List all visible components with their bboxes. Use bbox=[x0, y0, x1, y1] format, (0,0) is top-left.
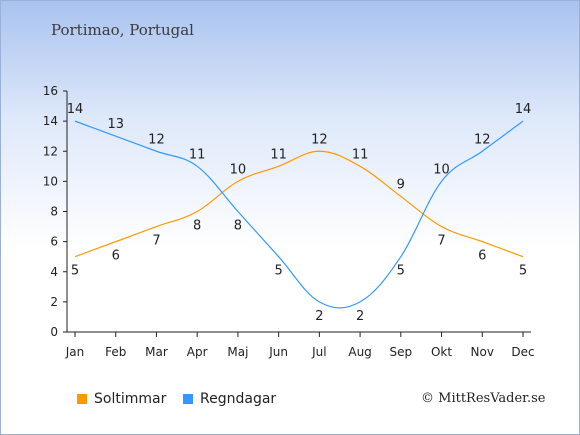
data-label-soltimmar: 7 bbox=[437, 234, 445, 249]
chart-title: Portimao, Portugal bbox=[51, 21, 194, 39]
x-tick-label: Mar bbox=[145, 345, 168, 359]
x-tick-label: Jan bbox=[65, 345, 85, 359]
x-tick-label: Maj bbox=[227, 345, 248, 359]
data-label-soltimmar: 12 bbox=[311, 132, 328, 147]
data-label-regndagar: 12 bbox=[148, 132, 165, 147]
y-tick-label: 8 bbox=[50, 205, 58, 219]
data-label-regndagar: 2 bbox=[356, 309, 364, 324]
y-tick-label: 10 bbox=[43, 174, 58, 188]
legend-label-regndagar: Regndagar bbox=[200, 391, 277, 407]
data-label-soltimmar: 5 bbox=[519, 264, 527, 279]
y-tick-label: 12 bbox=[43, 144, 58, 158]
y-tick-label: 4 bbox=[50, 265, 58, 279]
data-label-regndagar: 2 bbox=[315, 309, 323, 324]
x-tick-label: Sep bbox=[390, 345, 413, 359]
x-tick-label: Jul bbox=[311, 345, 326, 359]
data-label-soltimmar: 9 bbox=[397, 177, 405, 192]
x-tick-label: Feb bbox=[105, 345, 126, 359]
data-label-regndagar: 10 bbox=[433, 162, 450, 177]
data-label-soltimmar: 6 bbox=[112, 249, 120, 264]
data-labels: 5 6 7 8 10 11 12 11 9 7 6 5 14 13 12 11 8 5 2 2 5 10 12 14 bbox=[67, 102, 532, 324]
data-label-soltimmar: 8 bbox=[193, 219, 201, 234]
data-label-regndagar: 12 bbox=[474, 132, 491, 147]
axes: 0 2 4 6 8 10 12 14 16 Jan Feb Mar Apr Maj Jun Jul Aug Sep… bbox=[43, 84, 535, 359]
legend-label-soltimmar: Soltimmar bbox=[94, 391, 167, 407]
series-line-soltimmar bbox=[74, 150, 524, 258]
data-label-regndagar: 8 bbox=[234, 219, 242, 234]
series-lines bbox=[74, 120, 524, 309]
y-tick-label: 14 bbox=[43, 114, 58, 128]
x-tick-label: Jun bbox=[268, 345, 288, 359]
legend-swatch-soltimmar bbox=[77, 394, 87, 404]
data-label-regndagar: 5 bbox=[397, 264, 405, 279]
x-tick-label: Nov bbox=[471, 345, 494, 359]
data-label-soltimmar: 11 bbox=[270, 147, 287, 162]
copyright-text: © MittResVader.se bbox=[421, 391, 546, 406]
series-line-regndagar bbox=[74, 120, 524, 309]
data-label-regndagar: 14 bbox=[515, 102, 532, 117]
x-tick-label: Okt bbox=[431, 345, 452, 359]
x-tick-label: Dec bbox=[511, 345, 534, 359]
data-label-soltimmar: 10 bbox=[230, 162, 247, 177]
data-label-regndagar: 5 bbox=[274, 264, 282, 279]
y-tick-label: 2 bbox=[50, 295, 58, 309]
x-tick-label: Apr bbox=[187, 345, 208, 359]
data-label-soltimmar: 5 bbox=[71, 264, 79, 279]
data-label-soltimmar: 6 bbox=[478, 249, 486, 264]
y-tick-label: 16 bbox=[43, 84, 58, 98]
legend-swatch-regndagar bbox=[183, 394, 193, 404]
y-tick-label: 6 bbox=[50, 235, 58, 249]
x-tick-label: Aug bbox=[348, 345, 371, 359]
y-tick-label: 0 bbox=[50, 325, 58, 339]
data-label-regndagar: 13 bbox=[107, 117, 124, 132]
data-label-regndagar: 14 bbox=[67, 102, 84, 117]
data-label-soltimmar: 11 bbox=[352, 147, 369, 162]
data-label-regndagar: 11 bbox=[189, 147, 206, 162]
data-label-soltimmar: 7 bbox=[152, 234, 160, 249]
